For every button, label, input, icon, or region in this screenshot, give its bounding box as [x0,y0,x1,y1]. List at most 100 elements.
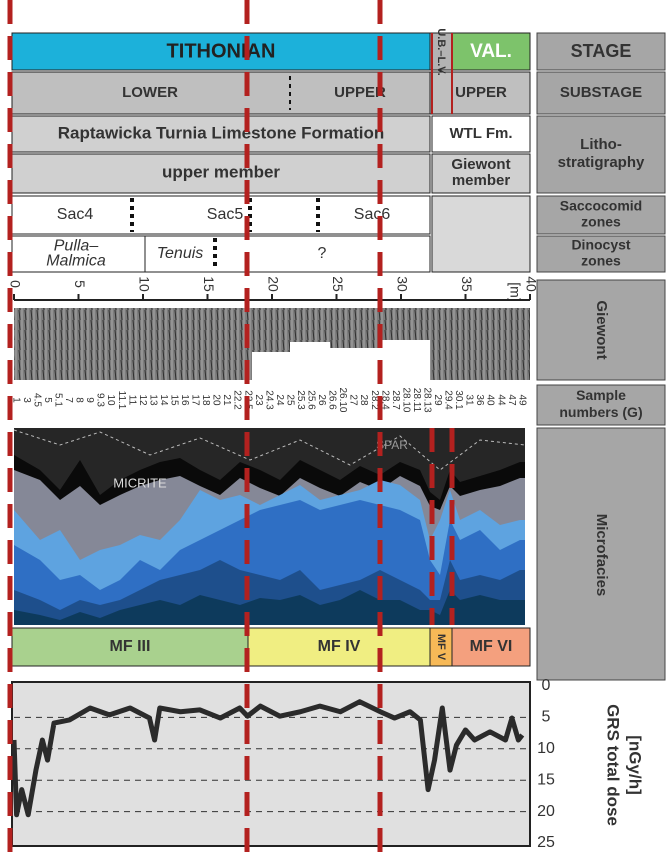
sample-number: 30.1 [453,390,464,410]
label: MICRITE [113,475,167,490]
member-cell [11,153,431,194]
sample-number: 44 [495,394,506,406]
label: UPPER [455,84,507,101]
sample-number: 5.1 [53,393,64,407]
layout [11,32,666,847]
label: Microfacies [593,514,610,597]
label: Sac5 [207,206,244,223]
label: stratigraphy [558,154,645,171]
sample-number: 9 [84,397,95,403]
substage-cell [11,71,431,115]
label: MF VI [470,638,513,655]
label: UPPER [334,84,386,101]
label: MF III [110,638,151,655]
sample-number: 12 [137,394,148,406]
mf-cell [11,627,249,667]
y-tick-label: 10 [537,740,555,757]
label: Sac6 [354,206,391,223]
x-tick-label: 20 [265,276,281,292]
y-tick-label: 15 [537,771,555,788]
zone-cell [431,195,531,273]
y-tick-label: 20 [537,803,555,820]
label: SUBSTAGE [560,84,642,101]
label: ? [318,245,327,262]
label: member [452,172,511,189]
sample-number: 26.6 [327,390,338,410]
sample-number: 24 [274,394,285,406]
sample-number: 28.4 [379,390,390,410]
sample-number: 29.4 [443,390,454,410]
sample-number: 28.10 [400,387,411,412]
label: upper member [162,162,280,181]
label: Dinocyst [571,237,630,253]
sample-number: 11.1 [116,391,127,410]
sample-number: 27 [348,394,359,406]
sample-number: 29 [432,394,443,406]
microfacies-areas [14,455,525,625]
x-tick-label: 10 [136,276,152,292]
sample-number: 24.3 [263,390,274,410]
sample-number: 16 [179,394,190,406]
grs-line [11,699,525,818]
sample-number: 31 [464,394,475,406]
member-cell [431,153,531,194]
lithology-notch [252,340,430,380]
sample-number: 5 [42,397,53,403]
y-tick-label: 5 [542,709,551,726]
stage-cell [11,32,431,71]
label: Raptawicka Turnia Limestone Formation [58,123,385,142]
mf-cell [247,627,431,667]
x-tick-label: 0 [7,280,23,288]
label: numbers (G) [559,404,642,420]
sample-number: 4.5 [31,393,42,407]
sample-number: 14 [158,394,169,406]
sample-number: 11 [126,395,137,406]
label: VAL. [470,41,512,62]
spar-line [13,429,526,471]
label: Giewont [451,156,510,173]
label: [m] [507,282,523,301]
y-axis-label: [nGy/h] [626,735,645,795]
stage-cell [451,32,531,71]
x-tick-label: 40 [523,276,539,292]
x-tick-label: 15 [201,276,217,292]
sample-number: 47 [506,394,517,406]
sample-number: 9.3 [95,393,106,407]
sample-number: 26.10 [337,387,348,412]
label: Giewont [593,300,610,359]
microfacies-area [14,590,525,625]
label: MF IV [318,638,361,655]
sample-number: 25.6 [306,390,317,410]
label: STAGE [571,41,632,61]
sample-number: 28.11 [411,388,422,413]
sample-number: 26 [316,394,327,406]
x-tick-label: 30 [394,276,410,292]
sample-number: 23 [253,394,264,406]
sample-number: 13 [147,394,158,406]
sample-number: 15 [168,394,179,406]
sample-number: 36 [474,394,485,406]
label: MF V [435,634,447,661]
zone-marks [130,198,320,270]
label: zones [581,253,621,269]
formation-cell [431,115,531,153]
sample-number: 21 [221,394,232,406]
sample-number: 28.13 [421,387,432,412]
y-tick-label: 25 [537,834,555,851]
zone-cell [11,195,431,235]
label: LOWER [122,84,178,101]
zone-cell [11,235,431,273]
label: Sac4 [57,206,94,223]
sample-number: 17 [190,394,201,406]
sample-number: 28.2 [369,390,380,410]
sample-number: 20 [211,394,222,406]
label: U.B.–L.V. [435,28,447,75]
x-tick-label: 25 [330,276,346,292]
sample-number: 1 [10,397,21,403]
label: Sample [576,387,626,403]
sample-number: 28.7 [390,390,401,410]
formation-cell [11,115,431,153]
sample-number: 28 [358,394,369,406]
label: Malmica [46,253,106,270]
